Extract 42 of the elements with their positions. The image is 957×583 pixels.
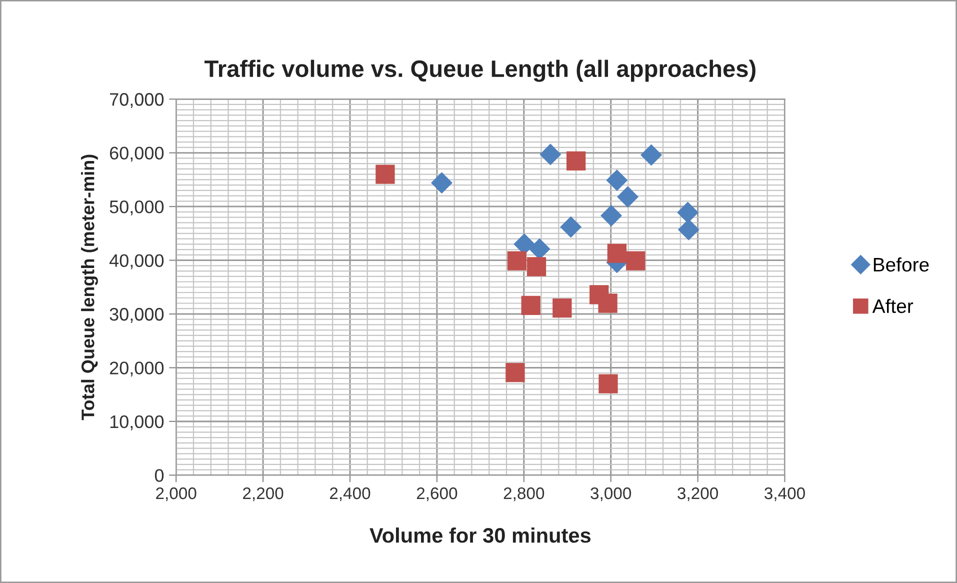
y-tick-label: 0 [154, 469, 164, 482]
point [552, 298, 572, 318]
x-tick-label: 2,800 [504, 487, 544, 502]
chart-title: Traffic volume vs. Queue Length (all approaches) [204, 60, 756, 82]
point [600, 204, 622, 226]
y-axis-title: Total Queue length (meter-min) [81, 154, 98, 420]
x-tick-label: 3,000 [590, 487, 632, 502]
point [506, 362, 525, 382]
x-tick-label: 2,200 [243, 487, 284, 502]
x-tick-label: 2,000 [156, 487, 196, 502]
point [514, 233, 536, 255]
legend-label: After [872, 298, 914, 314]
point [598, 374, 618, 394]
point [678, 218, 700, 240]
y-tick-label: 30,000 [110, 308, 164, 323]
y-tick-label: 20,000 [110, 362, 164, 377]
point [376, 164, 395, 184]
x-tick-label: 3,400 [764, 487, 805, 502]
legend-label: Before [874, 257, 929, 272]
y-tick-label: 70,000 [110, 93, 164, 108]
point [640, 144, 662, 166]
point [507, 251, 527, 270]
point [430, 172, 452, 194]
x-tick-label: 2,600 [416, 487, 458, 502]
x-tick-label: 3,200 [678, 487, 718, 502]
y-tick-label: 10,000 [110, 415, 164, 430]
point [617, 186, 639, 208]
x-axis-title: Volume for 30 minutes [370, 527, 591, 543]
point [606, 169, 628, 191]
point [566, 151, 586, 170]
point [626, 251, 646, 270]
point [560, 216, 582, 238]
y-tick-label: 40,000 [109, 254, 164, 270]
point [598, 294, 618, 313]
x-tick-label: 2,400 [330, 487, 370, 502]
y-tick-label: 50,000 [110, 200, 164, 216]
point [677, 202, 699, 224]
point [521, 296, 540, 315]
point [526, 257, 546, 276]
point [540, 144, 562, 166]
y-tick-label: 60,000 [110, 146, 164, 162]
point [607, 244, 626, 263]
